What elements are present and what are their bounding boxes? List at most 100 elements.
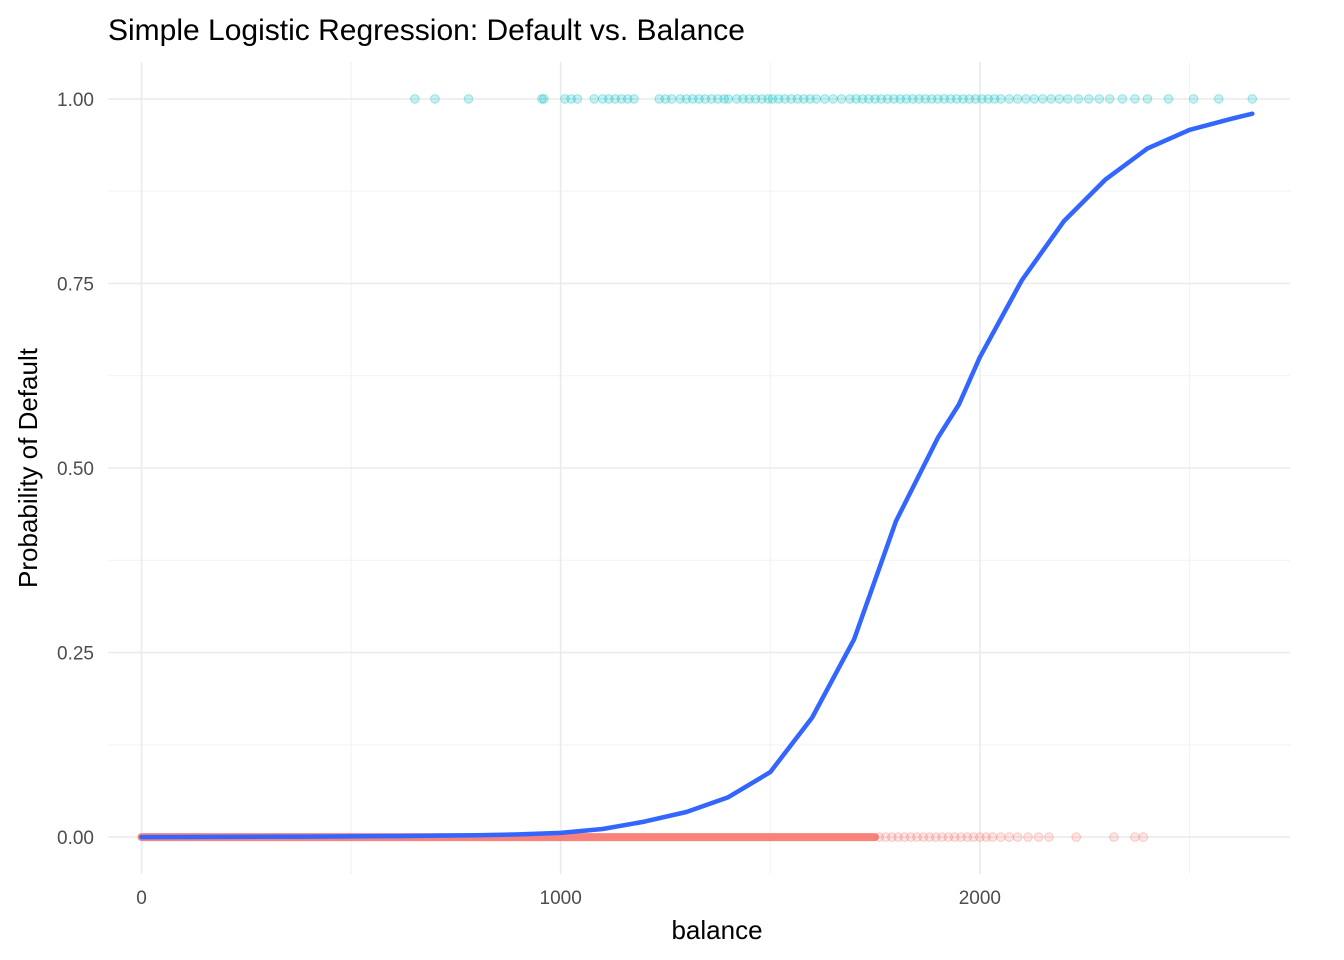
default-no-point bbox=[956, 832, 966, 842]
default-yes-point bbox=[870, 94, 880, 104]
default-yes-point bbox=[926, 94, 937, 104]
default-yes-point bbox=[1084, 94, 1094, 104]
default-yes-point bbox=[706, 94, 717, 104]
default-no-point bbox=[975, 832, 985, 842]
default-yes-point bbox=[863, 94, 874, 104]
default-yes-point bbox=[589, 94, 600, 104]
x-tick-label: 1000 bbox=[540, 888, 582, 909]
default-yes-point bbox=[604, 94, 614, 104]
default-yes-point bbox=[666, 94, 677, 104]
default-yes-point bbox=[757, 94, 767, 104]
default-no-point bbox=[1023, 832, 1033, 842]
default-yes-point bbox=[933, 94, 943, 104]
default-no-point bbox=[1138, 832, 1149, 842]
default-yes-point bbox=[597, 94, 608, 104]
default-yes-point bbox=[901, 94, 912, 104]
default-yes-point bbox=[1142, 94, 1153, 104]
default-no-point bbox=[912, 832, 922, 842]
default-yes-point bbox=[1117, 94, 1128, 104]
default-yes-point bbox=[1021, 94, 1031, 104]
default-no-point bbox=[995, 832, 1006, 842]
default-yes-point bbox=[945, 94, 956, 104]
default-no-point bbox=[943, 832, 954, 842]
default-yes-point bbox=[977, 94, 987, 104]
default-no-point bbox=[962, 832, 973, 842]
default-yes-point bbox=[738, 94, 748, 104]
default-yes-point bbox=[836, 94, 847, 104]
default-no-point bbox=[918, 832, 929, 842]
default-yes-points bbox=[410, 94, 1258, 104]
default-yes-point bbox=[410, 94, 420, 104]
default-no-point bbox=[924, 832, 935, 842]
default-yes-point bbox=[1054, 94, 1065, 104]
default-yes-point bbox=[687, 94, 698, 104]
default-no-point bbox=[987, 832, 998, 842]
default-yes-point bbox=[958, 94, 968, 104]
default-yes-point bbox=[1247, 94, 1258, 104]
default-no-point bbox=[905, 832, 916, 842]
default-yes-point bbox=[828, 94, 838, 104]
default-yes-point bbox=[572, 94, 583, 104]
y-tick-label: 0.00 bbox=[57, 828, 94, 849]
default-no-point bbox=[981, 832, 991, 842]
default-yes-point bbox=[430, 94, 440, 104]
x-tick-label: 2000 bbox=[959, 888, 1001, 909]
default-yes-point bbox=[780, 94, 790, 104]
default-yes-point bbox=[1063, 94, 1073, 104]
default-yes-point bbox=[731, 94, 742, 104]
x-tick-label: 0 bbox=[136, 888, 147, 909]
grid-layer bbox=[108, 62, 1290, 874]
x-axis-title: balance bbox=[671, 915, 762, 945]
y-tick-label: 0.75 bbox=[57, 274, 94, 295]
default-yes-point bbox=[907, 94, 918, 104]
default-yes-point bbox=[889, 94, 899, 104]
default-no-point bbox=[931, 832, 941, 842]
default-yes-point bbox=[537, 94, 547, 104]
default-yes-point bbox=[914, 94, 924, 104]
default-no-point bbox=[1109, 832, 1119, 842]
default-yes-point bbox=[700, 94, 711, 104]
default-yes-point bbox=[819, 94, 830, 104]
default-yes-point bbox=[939, 94, 950, 104]
default-yes-point bbox=[995, 94, 1006, 104]
default-yes-point bbox=[983, 94, 994, 104]
default-yes-point bbox=[1037, 94, 1048, 104]
default-yes-point bbox=[1188, 94, 1199, 104]
default-no-point bbox=[949, 832, 960, 842]
default-yes-point bbox=[792, 94, 803, 104]
default-yes-point bbox=[744, 94, 755, 104]
default-yes-point bbox=[713, 94, 723, 104]
default-yes-point bbox=[895, 94, 905, 104]
default-yes-point bbox=[882, 94, 893, 104]
default-yes-point bbox=[560, 94, 570, 104]
default-yes-point bbox=[773, 94, 784, 104]
default-no-point bbox=[1071, 832, 1082, 842]
default-yes-point bbox=[719, 94, 729, 104]
default-yes-point bbox=[805, 94, 815, 104]
default-no-point bbox=[893, 832, 903, 842]
default-yes-point bbox=[1163, 94, 1174, 104]
tick-labels: 0 1000 2000 0.00 0.25 0.50 0.75 1.00 bbox=[57, 90, 1001, 909]
default-yes-point bbox=[786, 94, 797, 104]
default-yes-point bbox=[681, 94, 692, 104]
logistic-fit-line bbox=[139, 111, 1255, 840]
default-yes-point bbox=[566, 94, 576, 104]
default-yes-point bbox=[964, 94, 975, 104]
default-yes-point bbox=[1012, 94, 1023, 104]
y-axis-title: Probability of Default bbox=[13, 347, 43, 588]
y-tick-label: 0.50 bbox=[57, 459, 94, 480]
y-tick-label: 1.00 bbox=[57, 90, 94, 111]
default-yes-point bbox=[616, 94, 627, 104]
default-no-point bbox=[1130, 832, 1140, 842]
default-yes-point bbox=[1104, 94, 1115, 104]
default-yes-point bbox=[767, 94, 778, 104]
default-yes-point bbox=[876, 94, 887, 104]
default-yes-point bbox=[970, 94, 981, 104]
default-no-point bbox=[1012, 832, 1023, 842]
default-yes-point bbox=[463, 94, 474, 104]
default-yes-point bbox=[845, 94, 855, 104]
default-yes-point bbox=[629, 94, 639, 104]
default-no-point bbox=[1004, 832, 1014, 842]
default-no-point bbox=[874, 832, 885, 842]
y-tick-label: 0.25 bbox=[57, 644, 94, 665]
